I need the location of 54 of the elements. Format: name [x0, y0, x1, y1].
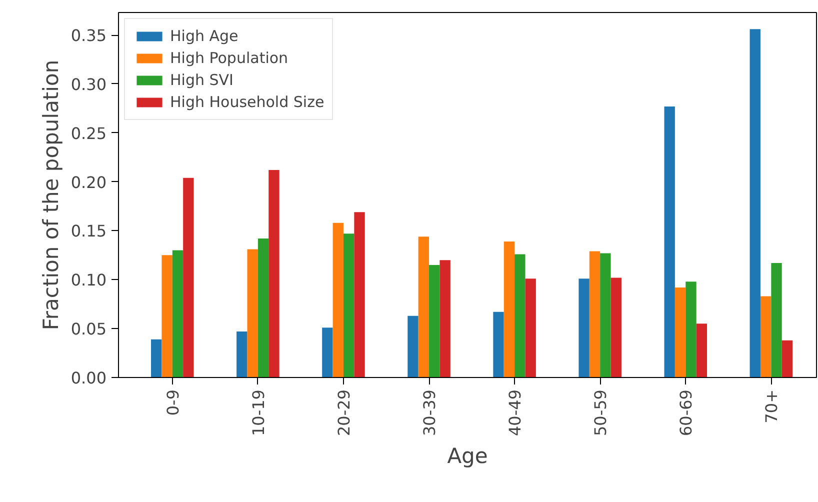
bar: [343, 234, 354, 378]
x-tick-label: 50-59: [591, 389, 610, 436]
bar: [440, 260, 450, 378]
bar: [610, 278, 622, 378]
bar: [674, 287, 686, 378]
bar: [696, 324, 708, 378]
bar: [247, 249, 258, 378]
bar: [504, 241, 515, 378]
legend-label: High Population: [170, 49, 288, 67]
bar: [162, 255, 172, 378]
x-tick-label: 70+: [762, 390, 782, 424]
bar: [664, 106, 675, 378]
bar: [322, 328, 333, 378]
y-tick-label: 0.00: [70, 368, 106, 388]
bar: [429, 264, 440, 378]
bar: [600, 253, 611, 378]
y-tick-label: 0.25: [70, 124, 106, 143]
x-tick-label: 0-9: [163, 389, 182, 416]
bar: [183, 178, 194, 378]
y-tick-label: 0.35: [70, 26, 106, 46]
y-tick-label: 0.20: [70, 172, 106, 192]
bar: [493, 312, 504, 378]
x-axis-title: Age: [447, 444, 488, 468]
x-tick-label: 30-39: [420, 389, 440, 436]
x-tick-label: 20-29: [334, 389, 354, 436]
y-tick-label: 0.30: [70, 74, 106, 94]
bar: [151, 339, 162, 378]
y-axis-title: Fraction of the population: [38, 60, 63, 330]
bar: [268, 170, 280, 378]
bar: [686, 282, 696, 378]
bar: [525, 278, 536, 378]
y-tick-label: 0.15: [70, 222, 106, 241]
bar: [578, 278, 590, 378]
bar: [332, 222, 344, 378]
x-tick-label: 40-49: [506, 389, 525, 436]
legend-label: High SVI: [170, 71, 234, 89]
legend-label: High Age: [170, 27, 238, 45]
bar: [589, 251, 600, 378]
y-tick-label: 0.05: [70, 320, 106, 339]
bar: [771, 263, 782, 378]
bar: [760, 296, 772, 378]
bar: [782, 340, 793, 378]
bar: [354, 212, 365, 378]
bar: [750, 29, 760, 378]
y-tick-label: 0.10: [70, 270, 106, 290]
bar: [258, 238, 269, 378]
bar: [408, 316, 418, 378]
x-tick-label: 60-69: [676, 389, 696, 436]
legend-label: High Household Size: [170, 93, 324, 111]
bar: [236, 332, 248, 378]
bar: [172, 250, 184, 378]
x-tick-label: 10-19: [248, 389, 268, 436]
bar: [418, 236, 430, 378]
bar: [514, 254, 526, 378]
